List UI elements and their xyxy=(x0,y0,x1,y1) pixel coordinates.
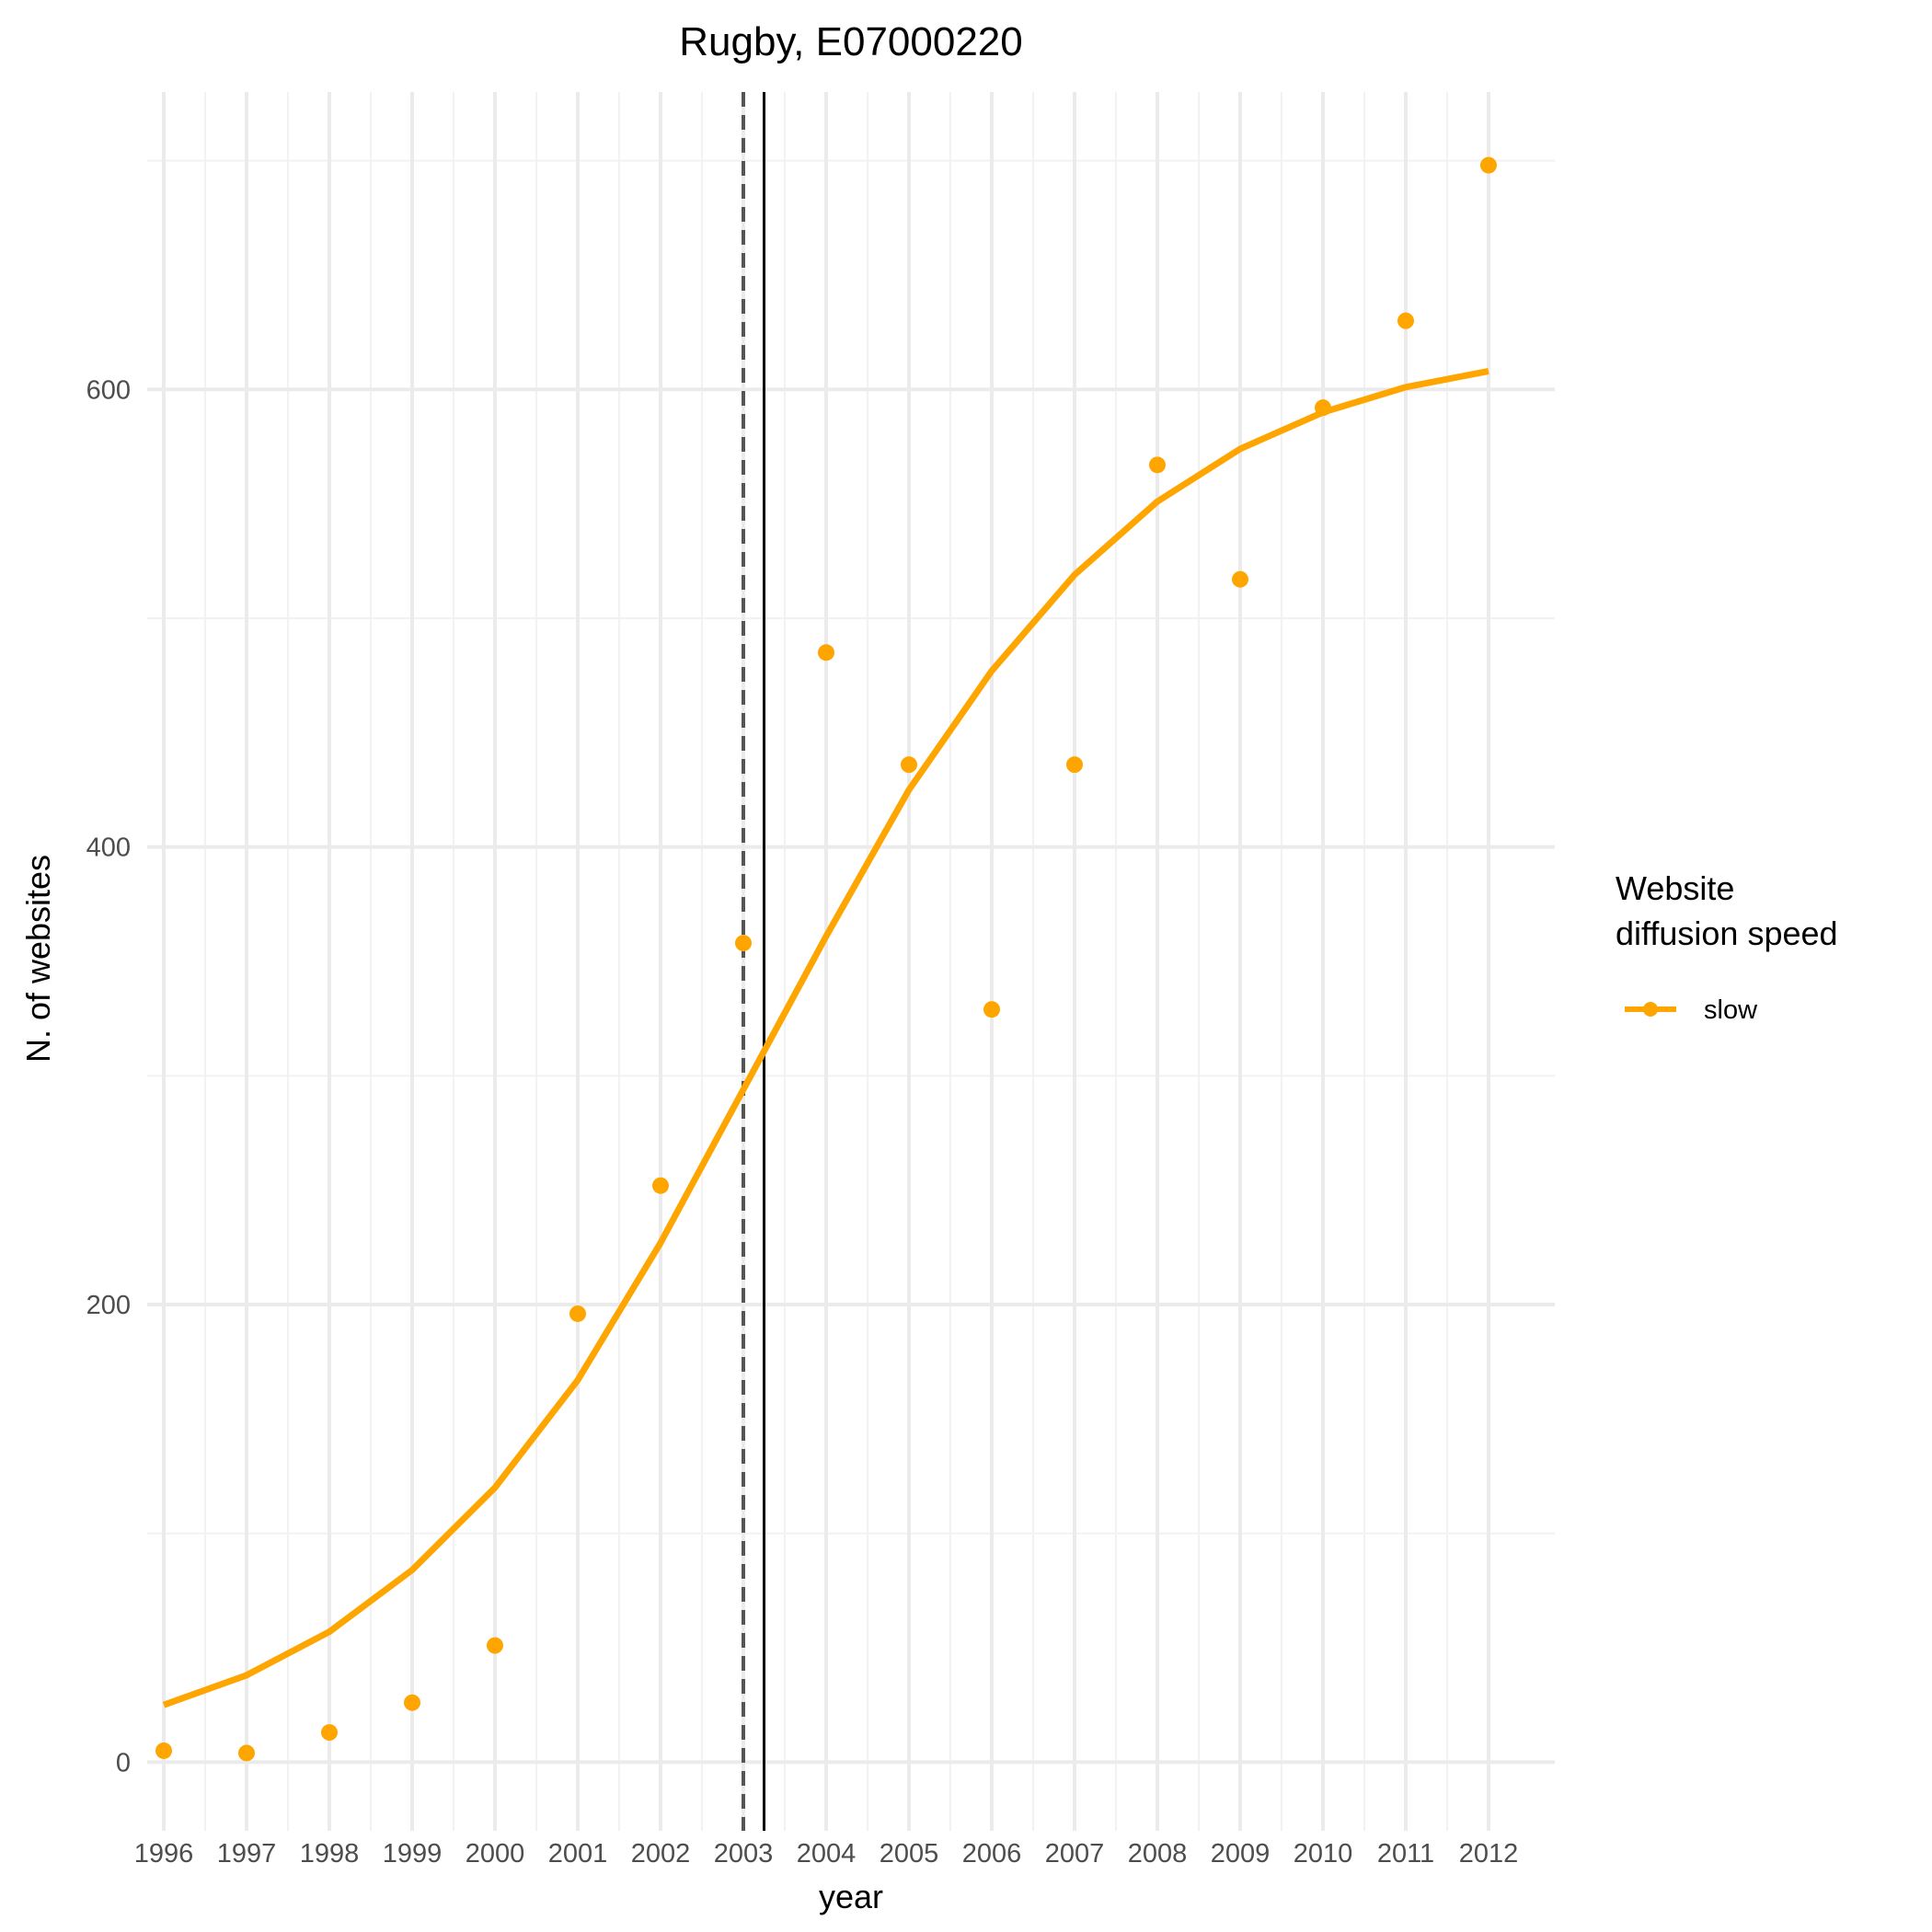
x-tick-label: 1997 xyxy=(217,1839,277,1869)
data-point-1996 xyxy=(155,1742,172,1759)
data-point-2006 xyxy=(983,1001,1000,1018)
x-tick-label: 1996 xyxy=(134,1839,194,1869)
x-tick-label: 2004 xyxy=(797,1839,857,1869)
x-tick-label: 2001 xyxy=(548,1839,608,1869)
fitted-line-layer xyxy=(162,367,1489,1708)
x-tick-label: 1999 xyxy=(383,1839,443,1869)
x-tick-label: 2009 xyxy=(1211,1839,1271,1869)
x-tick-label: 1998 xyxy=(300,1839,360,1869)
chart-title: Rugby, E07000220 xyxy=(679,19,1022,64)
data-point-2009 xyxy=(1232,570,1248,588)
x-tick-label: 2008 xyxy=(1128,1839,1188,1869)
reference-lines xyxy=(742,92,765,1831)
legend-label-slow: slow xyxy=(1704,995,1758,1025)
x-axis-title: year xyxy=(819,1878,883,1915)
major-gridlines xyxy=(147,92,1555,1831)
data-point-2004 xyxy=(818,644,834,661)
x-tick-label: 2002 xyxy=(631,1839,691,1869)
y-tick-label: 600 xyxy=(86,375,131,405)
data-point-2001 xyxy=(569,1305,586,1322)
data-point-1997 xyxy=(238,1744,255,1762)
x-tick-labels: 1996 1997 1998 1999 2000 2001 2002 2003 2004 2005… xyxy=(134,1839,1519,1869)
data-point-1999 xyxy=(404,1694,420,1711)
x-tick-label: 2003 xyxy=(714,1839,774,1869)
legend-swatch-dot xyxy=(1643,1002,1658,1017)
x-tick-label: 2011 xyxy=(1377,1839,1434,1869)
data-point-2003 xyxy=(735,935,752,952)
y-tick-label: 400 xyxy=(86,834,131,863)
y-tick-label: 200 xyxy=(86,1291,131,1320)
data-point-2008 xyxy=(1149,456,1166,474)
data-point-2012 xyxy=(1480,156,1497,174)
minor-gridlines xyxy=(147,92,1555,1831)
points-layer xyxy=(155,156,1497,1762)
x-tick-label: 2005 xyxy=(880,1839,939,1869)
data-point-2007 xyxy=(1066,756,1083,774)
fitted-line-slow xyxy=(162,367,1489,1708)
data-point-2005 xyxy=(901,756,917,774)
data-point-1998 xyxy=(321,1724,338,1742)
y-axis-title: N. of websites xyxy=(19,855,57,1063)
x-tick-label: 2010 xyxy=(1294,1839,1353,1869)
data-point-2002 xyxy=(652,1177,669,1194)
x-tick-label: 2007 xyxy=(1045,1839,1105,1869)
y-tick-labels: 0 200 400 600 xyxy=(86,375,131,1777)
data-point-2000 xyxy=(487,1637,503,1654)
x-tick-label: 2000 xyxy=(466,1839,525,1869)
x-tick-label: 2012 xyxy=(1459,1839,1519,1869)
y-tick-label: 0 xyxy=(116,1748,131,1777)
legend: Website diffusion speed slow xyxy=(1616,869,1838,1025)
legend-title-line-2: diffusion speed xyxy=(1616,914,1838,952)
data-point-2011 xyxy=(1397,312,1414,329)
x-tick-label: 2006 xyxy=(962,1839,1022,1869)
legend-title-line-1: Website xyxy=(1616,869,1734,907)
data-point-2010 xyxy=(1315,399,1331,417)
